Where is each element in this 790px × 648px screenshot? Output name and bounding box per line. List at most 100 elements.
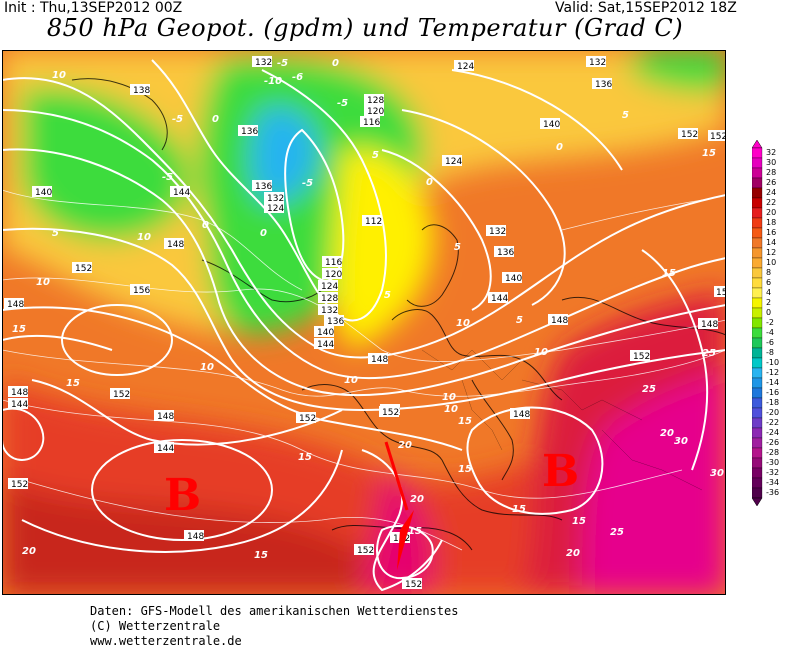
- svg-text:152: 152: [405, 580, 422, 590]
- colorbar-swatch: [752, 407, 763, 419]
- colorbar-swatch: [752, 397, 763, 409]
- temp-label: 15: [408, 526, 422, 537]
- svg-text:124: 124: [267, 204, 284, 214]
- svg-text:152: 152: [357, 546, 374, 556]
- svg-text:144: 144: [157, 444, 174, 454]
- colorbar-label: 10: [766, 258, 776, 267]
- svg-text:148: 148: [701, 320, 718, 330]
- temp-label: 5: [52, 228, 59, 239]
- temp-label: 15: [66, 378, 80, 389]
- high-pressure-letter-west: B: [164, 470, 201, 521]
- colorbar-swatch: [752, 477, 763, 489]
- geo-label: 140: [314, 326, 334, 338]
- temp-label: 20: [398, 440, 412, 451]
- colorbar-swatch: [752, 237, 763, 249]
- colorbar-label: -8: [766, 348, 774, 357]
- colorbar-label: 30: [766, 158, 776, 167]
- colorbar-swatch: [752, 307, 763, 319]
- colorbar-swatch: [752, 347, 763, 359]
- colorbar-label: 22: [766, 198, 776, 207]
- svg-text:136: 136: [255, 182, 272, 192]
- footer-source: Daten: GFS-Modell des amerikanischen Wet…: [90, 604, 459, 618]
- colorbar-swatch: [752, 227, 763, 239]
- temp-label: 15: [572, 516, 586, 527]
- geo-label: 148: [548, 314, 568, 326]
- colorbar-swatch: [752, 317, 763, 329]
- colorbar-swatch: [752, 417, 763, 429]
- colorbar-swatch: [752, 487, 763, 499]
- colorbar-label: 12: [766, 248, 776, 257]
- svg-text:148: 148: [513, 410, 530, 420]
- svg-text:140: 140: [35, 188, 52, 198]
- colorbar-label: 32: [766, 148, 776, 157]
- svg-text:120: 120: [367, 107, 384, 117]
- svg-text:144: 144: [317, 340, 334, 350]
- svg-text:144: 144: [11, 400, 28, 410]
- temp-label: 0: [426, 177, 433, 188]
- temp-label: -5: [277, 58, 288, 69]
- colorbar-label: 26: [766, 178, 776, 187]
- colorbar-label: -18: [766, 398, 779, 407]
- colorbar-swatch: [752, 467, 763, 479]
- temp-label: -5: [302, 178, 313, 189]
- colorbar-label: -2: [766, 318, 774, 327]
- temp-label: 25: [642, 384, 656, 395]
- geo-label: 136: [252, 180, 272, 192]
- colorbar-swatch: [752, 217, 763, 229]
- temp-label: -6: [292, 72, 303, 83]
- temp-label: 10: [442, 392, 456, 403]
- svg-text:116: 116: [363, 118, 380, 128]
- geo-label: 152: [379, 406, 399, 418]
- temp-label: 20: [660, 428, 674, 439]
- svg-text:148: 148: [157, 412, 174, 422]
- map-title: 850 hPa Geopot. (gpdm) und Temperatur (G…: [46, 14, 684, 42]
- temp-label: 10: [137, 232, 151, 243]
- colorbar-label: 24: [766, 188, 776, 197]
- svg-text:148: 148: [371, 355, 388, 365]
- colorbar-label: -28: [766, 448, 779, 457]
- colorbar-swatch: [752, 287, 763, 299]
- colorbar-label: -26: [766, 438, 779, 447]
- colorbar-swatch: [752, 157, 763, 169]
- geo-label: 132: [318, 304, 338, 316]
- temp-label: 10: [456, 318, 470, 329]
- svg-text:136: 136: [595, 80, 612, 90]
- colorbar-swatch: [752, 297, 763, 309]
- svg-text:138: 138: [133, 86, 150, 96]
- temp-label: 25: [610, 527, 624, 538]
- geo-label: 152: [110, 388, 130, 400]
- geo-label: 124: [318, 280, 338, 292]
- svg-text:140: 140: [543, 120, 560, 130]
- geo-label: 144: [488, 292, 508, 304]
- colorbar-swatch: [752, 437, 763, 449]
- svg-text:148: 148: [11, 388, 28, 398]
- geo-label: 144: [170, 186, 190, 198]
- colorbar-label: 14: [766, 238, 776, 247]
- temp-label: 10: [344, 375, 358, 386]
- temp-label: 20: [566, 548, 580, 559]
- geo-label: 148: [154, 410, 174, 422]
- colorbar-label: 8: [766, 268, 771, 277]
- svg-text:128: 128: [321, 294, 338, 304]
- geo-label: 136: [494, 246, 514, 258]
- temp-label: 15: [702, 148, 716, 159]
- temp-label: 30: [710, 468, 724, 479]
- init-time: Init : Thu,13SEP2012 00Z: [4, 0, 183, 16]
- svg-text:148: 148: [7, 300, 24, 310]
- geo-label: 140: [540, 118, 560, 130]
- map-frame: [2, 50, 726, 595]
- svg-text:152: 152: [299, 414, 316, 424]
- temp-label: 25: [702, 348, 716, 359]
- color-legend-swatches: [752, 140, 763, 507]
- geo-label: 144: [314, 338, 334, 350]
- colorbar-swatch: [752, 257, 763, 269]
- geo-label: 148: [368, 353, 388, 365]
- borders: [421, 349, 703, 491]
- colorbar-swatch: [752, 177, 763, 189]
- colorbar-label: 0: [766, 308, 771, 317]
- svg-text:156: 156: [133, 286, 150, 296]
- red-arrow: [384, 441, 414, 570]
- temp-label: 20: [22, 546, 36, 557]
- colorbar-label: -30: [766, 458, 779, 467]
- geo-label: 148: [8, 386, 28, 398]
